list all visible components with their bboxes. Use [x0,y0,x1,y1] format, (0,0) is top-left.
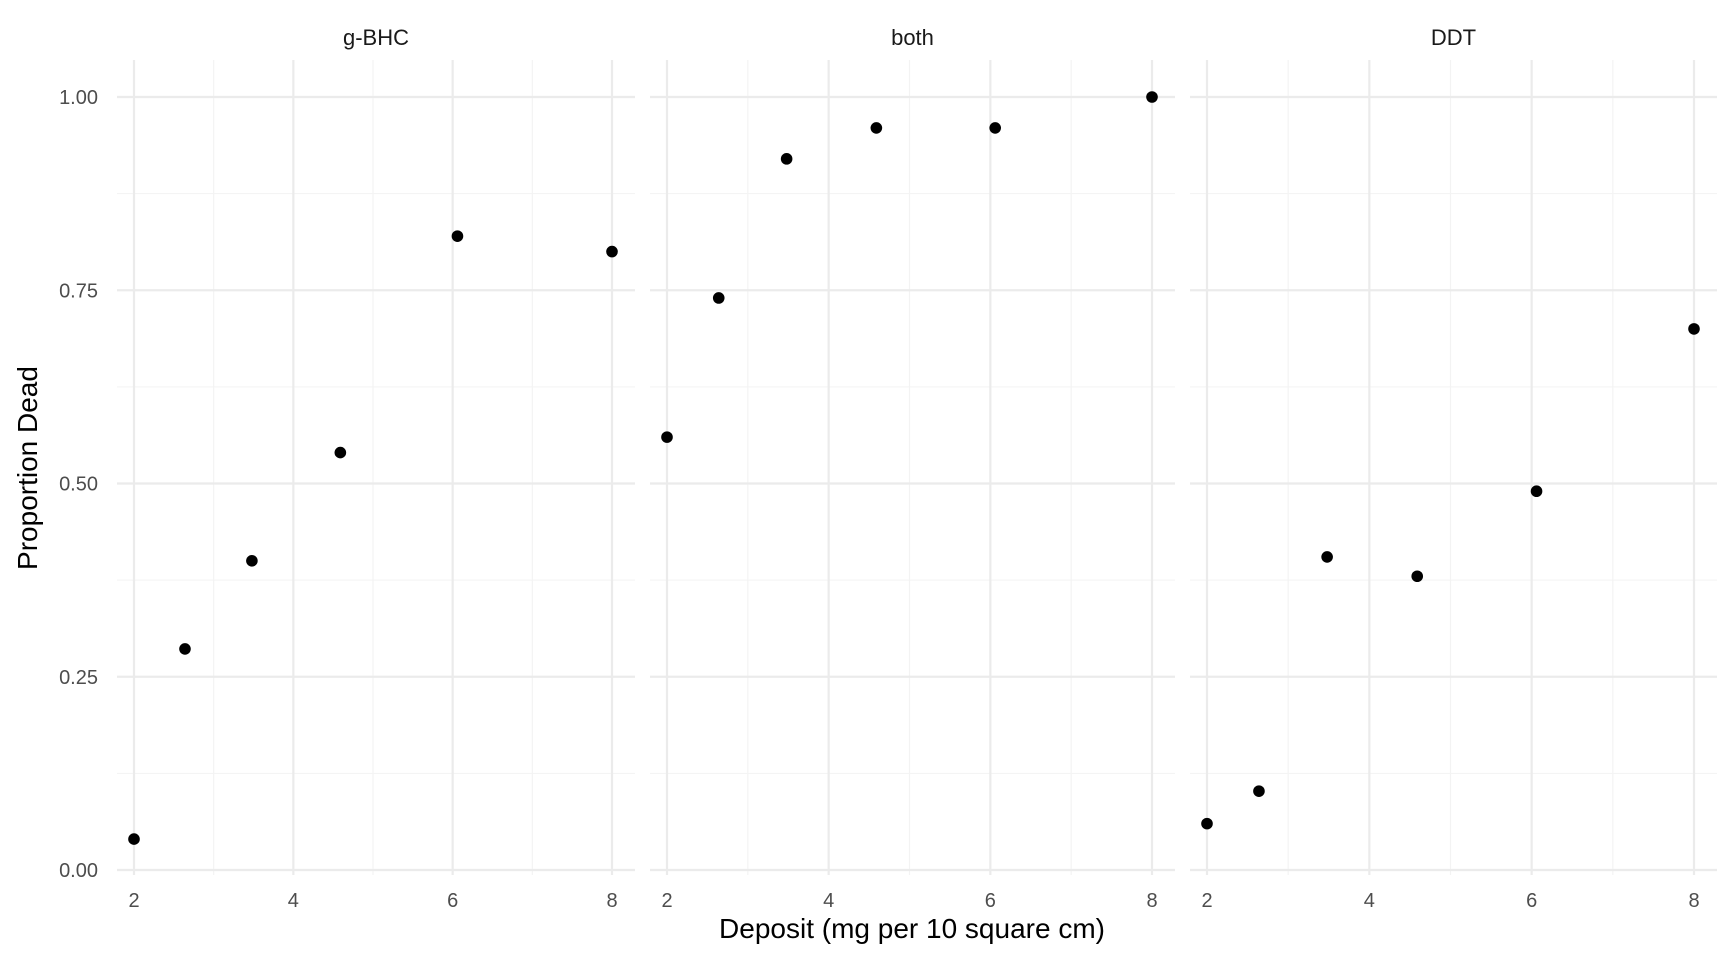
data-point [1688,323,1700,335]
x-tick-label: 2 [128,890,139,912]
data-point [1146,91,1158,103]
data-point [128,833,140,845]
data-point [1253,785,1265,797]
x-tick-label: 6 [985,890,996,912]
y-axis-title: Proportion Dead [12,366,43,570]
x-tick-label: 8 [1146,890,1157,912]
data-point [780,153,793,165]
data-point [1411,570,1424,583]
panel-0: g-BHC 2 4 6 8 [117,25,635,912]
panel-title: both [891,25,934,50]
x-tick-label: 8 [606,890,617,912]
x-tick-label: 2 [1201,890,1212,912]
x-tick-label: 4 [1364,890,1375,912]
data-point [870,122,883,134]
x-tick-label: 6 [447,890,458,912]
data-point [1530,485,1543,498]
y-tick-label: 0.50 [59,474,98,496]
panel-title: g-BHC [343,25,409,50]
x-axis-title: Deposit (mg per 10 square cm) [719,913,1105,944]
y-tick-label: 0.25 [59,667,98,689]
y-tick-label: 0.00 [59,860,98,882]
data-point [606,245,618,258]
data-point [1201,817,1213,830]
panel-1: both 2 4 6 8 [650,25,1175,912]
x-tick-label: 4 [823,890,834,912]
x-tick-label: 2 [661,890,672,912]
data-point [1321,551,1333,563]
data-point [334,446,347,459]
panel-2: DDT 2 4 6 8 [1190,25,1717,912]
x-tick-label: 4 [288,890,299,912]
panel-title: DDT [1431,25,1476,50]
data-point [179,643,191,655]
data-point [246,555,258,567]
data-point [989,122,1001,134]
x-tick-label: 8 [1688,890,1699,912]
y-tick-label: 0.75 [59,280,98,302]
data-point [712,292,725,304]
y-tick-label: 1.00 [59,87,98,109]
data-point [451,230,464,242]
x-tick-label: 6 [1526,890,1537,912]
data-point [661,431,673,443]
